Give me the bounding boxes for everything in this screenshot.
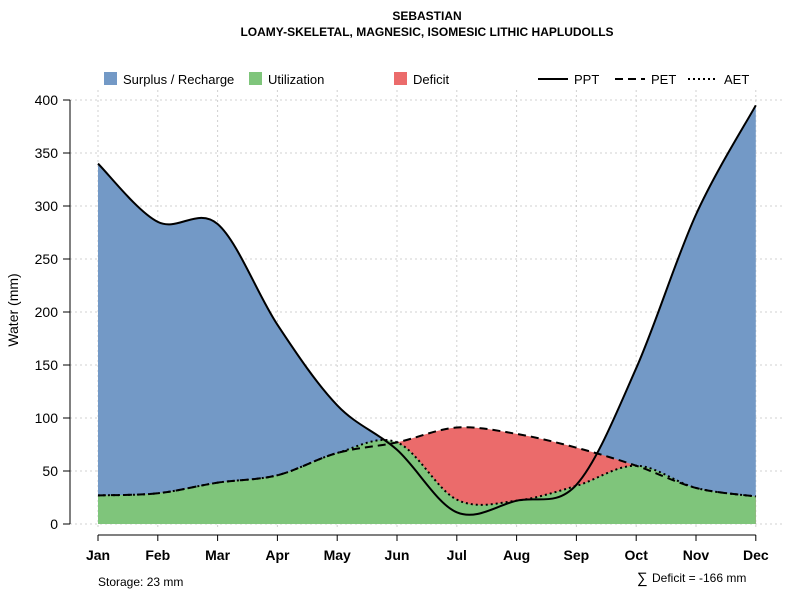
series-line-aet <box>97 438 756 506</box>
sum-icon: ∑ <box>637 570 648 587</box>
utilization-area <box>98 439 756 524</box>
legend-swatch <box>104 72 117 85</box>
chart-subtitle: LOAMY-SKELETAL, MAGNESIC, ISOMESIC LITHI… <box>240 25 613 39</box>
x-tick-label: Dec <box>743 547 769 563</box>
y-tick-label: 250 <box>35 251 59 267</box>
x-tick-label: May <box>324 547 351 563</box>
x-tick-label: Sep <box>564 547 590 563</box>
legend-label: PET <box>651 72 676 87</box>
y-axis-label: Water (mm) <box>5 273 21 346</box>
storage-annotation: Storage: 23 mm <box>98 575 183 589</box>
y-tick-label: 100 <box>35 410 59 426</box>
y-tick-label: 300 <box>35 198 59 214</box>
legend-label: Deficit <box>413 72 450 87</box>
legend-label: Surplus / Recharge <box>123 72 234 87</box>
chart-title: SEBASTIAN <box>392 9 461 23</box>
series-line-pet <box>97 426 756 498</box>
x-tick-label: Jan <box>86 547 110 563</box>
x-tick-label: Jun <box>385 547 410 563</box>
x-tick-label: Feb <box>145 547 170 563</box>
x-tick-label: Apr <box>265 547 290 563</box>
y-tick-label: 350 <box>35 145 59 161</box>
deficit-annotation: Deficit = -166 mm <box>652 571 746 585</box>
series-line-ppt <box>97 104 757 516</box>
x-tick-label: Jul <box>447 547 467 563</box>
x-tick-label: Nov <box>683 547 710 563</box>
y-tick-label: 150 <box>35 357 59 373</box>
y-tick-label: 200 <box>35 304 59 320</box>
x-tick-label: Mar <box>205 547 230 563</box>
legend-label: Utilization <box>268 72 324 87</box>
x-tick-label: Oct <box>625 547 649 563</box>
surplus-recharge-area <box>98 105 756 525</box>
y-tick-label: 50 <box>42 463 58 479</box>
y-tick-label: 400 <box>35 92 59 108</box>
legend-swatch <box>394 72 407 85</box>
legend-label: AET <box>724 72 749 87</box>
x-tick-label: Aug <box>503 547 530 563</box>
legend-swatch <box>249 72 262 85</box>
legend-label: PPT <box>574 72 599 87</box>
y-tick-label: 0 <box>50 516 58 532</box>
